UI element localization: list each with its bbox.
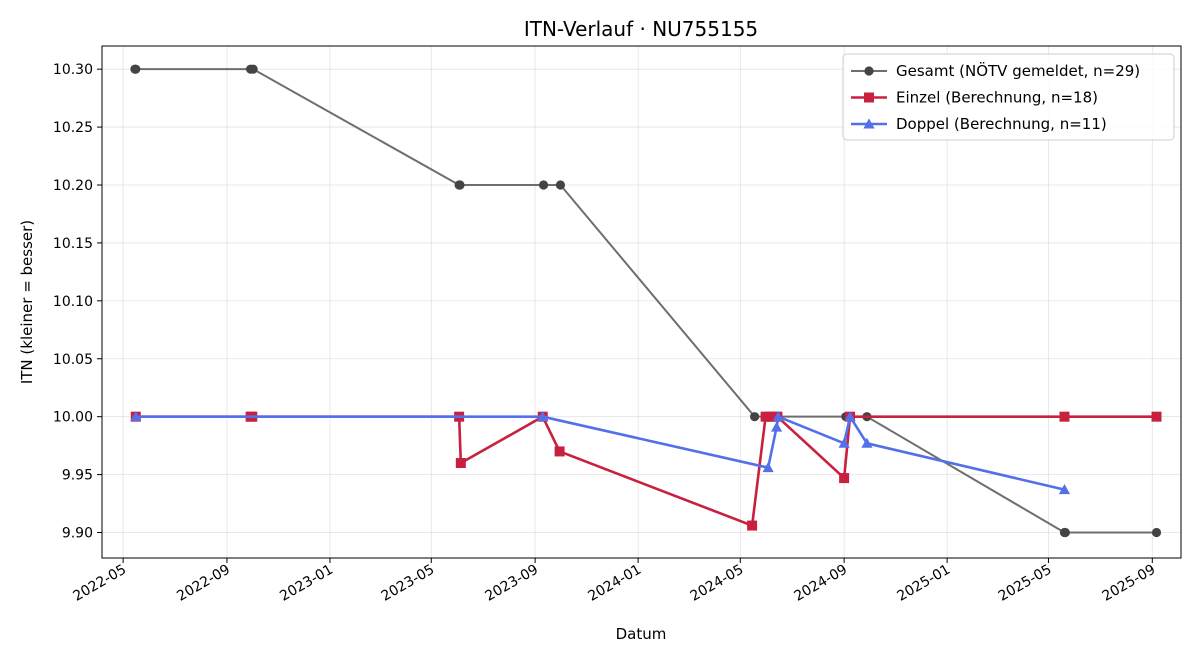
x-tick-label: 2022-09 <box>174 562 233 605</box>
chart-title: ITN-Verlauf · NU755155 <box>524 17 758 41</box>
y-tick-label: 9.95 <box>62 468 93 484</box>
y-tick-label: 10.20 <box>53 178 93 194</box>
data-point <box>747 520 758 531</box>
legend-label: Doppel (Berechnung, n=11) <box>896 115 1107 133</box>
data-point <box>750 412 760 422</box>
x-tick-label: 2025-05 <box>996 562 1055 605</box>
data-point <box>1151 527 1162 538</box>
data-point <box>455 458 466 469</box>
data-point <box>455 180 465 190</box>
data-point <box>248 64 258 74</box>
data-point <box>538 180 549 190</box>
x-axis: 2022-05 2022-09 2023-01 2023-05 2023-09 2024-… <box>70 558 1158 605</box>
x-tick-label: 2024-09 <box>791 562 850 605</box>
data-point <box>861 437 873 448</box>
series-line <box>135 415 1065 491</box>
data-point <box>554 446 565 457</box>
y-tick-label: 10.05 <box>53 352 93 368</box>
y-tick-label: 10.00 <box>53 410 93 426</box>
data-point <box>537 411 549 422</box>
data-point <box>1151 411 1162 422</box>
data-point <box>772 411 784 422</box>
legend-marker <box>863 118 875 129</box>
series-3 <box>130 411 1071 495</box>
x-tick-label: 2023-05 <box>379 562 438 605</box>
data-point <box>1060 527 1070 538</box>
series-2 <box>130 411 1162 531</box>
x-axis-label: Datum <box>616 625 667 643</box>
legend-marker <box>864 92 874 103</box>
x-tick-label: 2024-05 <box>688 562 747 605</box>
x-tick-label: 2024-01 <box>585 562 644 605</box>
series-layer <box>130 64 1162 538</box>
plot-frame <box>101 45 1182 559</box>
series-line <box>135 415 1157 527</box>
legend-marker <box>864 66 874 76</box>
data-point <box>839 473 850 484</box>
data-point <box>131 64 141 74</box>
x-tick-label: 2022-05 <box>70 562 129 605</box>
data-point <box>762 462 774 473</box>
y-axis-label: ITN (kleiner = besser) <box>18 220 36 384</box>
y-tick-label: 10.15 <box>53 236 93 252</box>
data-point <box>555 180 566 190</box>
x-tick-label: 2025-01 <box>894 562 953 605</box>
x-tick-label: 2025-09 <box>1100 562 1159 605</box>
y-axis: 9.90 9.95 10.00 10.05 10.10 10.15 10.20 10.25 10… <box>53 62 102 542</box>
legend: Gesamt (NÖTV gemeldet, n=29) Einzel (Bere… <box>842 53 1175 141</box>
data-point <box>1058 484 1071 495</box>
data-point <box>130 411 142 422</box>
y-tick-label: 10.10 <box>53 294 93 310</box>
legend-label: Einzel (Berechnung, n=18) <box>896 89 1098 107</box>
data-point <box>1059 411 1070 422</box>
legend-label: Gesamt (NÖTV gemeldet, n=29) <box>896 61 1140 80</box>
data-point <box>844 411 856 422</box>
y-tick-label: 10.25 <box>53 120 93 136</box>
legend-box <box>842 53 1175 141</box>
x-tick-label: 2023-09 <box>482 562 541 605</box>
y-tick-label: 9.90 <box>62 526 93 542</box>
data-point <box>838 437 850 448</box>
x-tick-label: 2023-01 <box>277 562 336 605</box>
data-point <box>770 421 783 432</box>
y-tick-label: 10.30 <box>53 62 93 78</box>
